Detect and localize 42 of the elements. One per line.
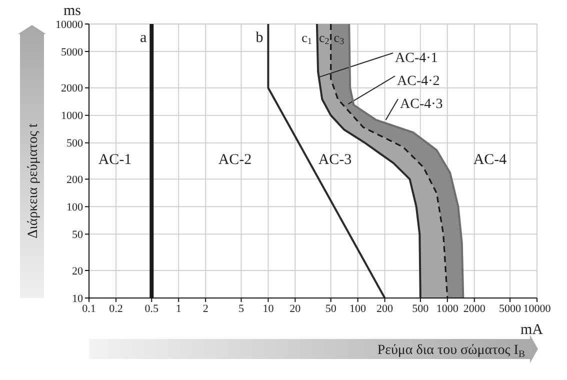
x-tick-label: 0.2 <box>109 302 123 315</box>
x-tick-label: 10000 <box>523 302 552 315</box>
annotation: AC-4·2 <box>397 74 440 89</box>
annotation: AC-2 <box>218 152 252 168</box>
x-tick-label: 0.5 <box>144 302 160 315</box>
y-tick-label: 10 <box>72 292 84 305</box>
x-tick-label: 2000 <box>463 302 486 315</box>
x-tick-label: 1000 <box>436 302 459 315</box>
x-tick-label: 2 <box>202 302 208 315</box>
x-tick-label: 50 <box>325 302 337 315</box>
x-tick-label: 0.1 <box>82 302 96 315</box>
annotation: AC-4·1 <box>395 51 438 66</box>
annotation: AC-3 <box>318 152 352 168</box>
x-tick-label: 1 <box>176 302 182 315</box>
annotation: AC-4 <box>473 152 508 168</box>
y-tick-label: 20 <box>72 265 84 278</box>
x-tick-label: 5000 <box>499 302 522 315</box>
series-label: b <box>256 30 264 46</box>
series-label: c$_{2}$ <box>319 30 330 46</box>
y-tick-label: 1000 <box>61 110 84 122</box>
x-axis-title: Ρεύμα δια του σώματος I$_{B}$ <box>377 343 526 360</box>
x-tick-label: 20 <box>290 302 302 315</box>
y-tick-label: 200 <box>66 174 84 186</box>
series-label: a <box>140 30 147 46</box>
x-tick-label: 500 <box>412 302 430 315</box>
text: mA <box>520 322 544 338</box>
y-tick-label: 100 <box>66 202 84 214</box>
x-tick-label: 10 <box>262 302 274 315</box>
y-tick-label: 50 <box>72 229 84 242</box>
annotation: AC-4·3 <box>400 97 443 112</box>
y-tick-label: 5000 <box>61 46 84 58</box>
annotation: AC-1 <box>98 152 132 168</box>
series-label: c$_{1}$ <box>302 30 312 46</box>
series-label: c$_{3}$ <box>334 30 345 46</box>
y-tick-label: 500 <box>66 138 84 150</box>
y-tick-label: 2000 <box>61 82 84 95</box>
y-axis-title: Διάρκεια ρεύματος t <box>26 123 41 238</box>
text: ms <box>63 3 82 19</box>
x-tick-label: 100 <box>350 302 367 315</box>
x-tick-label: 200 <box>376 302 394 315</box>
y-tick-label: 10000 <box>56 18 84 31</box>
x-tick-label: 5 <box>238 302 244 315</box>
